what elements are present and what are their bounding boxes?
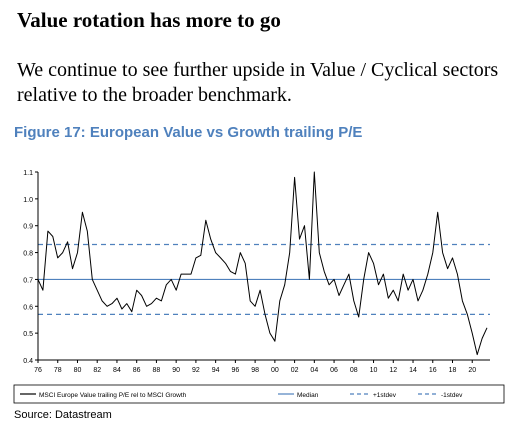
series-layer	[37, 171, 488, 356]
y-tick-label: 1.0	[23, 197, 33, 204]
y-tick-label: 0.9	[23, 224, 33, 231]
x-tick-label: 20	[468, 367, 476, 374]
section-heading: Value rotation has more to go	[17, 8, 281, 32]
x-tick-label: 90	[172, 367, 180, 374]
x-tick-label: 76	[34, 367, 42, 374]
y-tick-label: 1.1	[23, 170, 33, 177]
x-tick-label: 00	[271, 367, 279, 374]
x-tick-label: 06	[330, 367, 338, 374]
y-tick-label: 0.5	[23, 331, 33, 338]
x-tick-label: 10	[370, 367, 378, 374]
series-line-value-growth-pe	[37, 171, 488, 356]
x-tick-label: 96	[231, 367, 239, 374]
section-subtext: We continue to see further upside in Val…	[17, 59, 499, 106]
legend-box	[13, 384, 505, 404]
legend-item-median-label: Median	[297, 392, 319, 399]
x-tick-label: 16	[429, 367, 437, 374]
x-tick-label: 88	[153, 367, 161, 374]
x-tick-label: 12	[389, 367, 397, 374]
x-tick-label: 08	[350, 367, 358, 374]
x-tick-label: 18	[449, 367, 457, 374]
legend-item-main-series-label: MSCI Europe Value trailing P/E rel to MS…	[39, 392, 187, 399]
y-tick-label: 0.6	[23, 304, 33, 311]
x-tick-label: 04	[310, 367, 318, 374]
x-tick-label: 80	[74, 367, 82, 374]
x-tick-label: 78	[54, 367, 62, 374]
x-tick-label: 94	[212, 367, 220, 374]
figure-title: Figure 17: European Value vs Growth trai…	[14, 124, 363, 141]
chart-legend: MSCI Europe Value trailing P/E rel to MS…	[13, 384, 505, 404]
chart-axes: 1.1 1.0 0.9 0.8 0.7 0.6 0.5 0.476 78 80 82 84 86 88 90…	[23, 170, 490, 374]
y-tick-label: 0.4	[23, 358, 33, 365]
y-tick-label: 0.8	[23, 251, 33, 258]
x-tick-label: 92	[192, 367, 200, 374]
x-tick-label: 86	[133, 367, 141, 374]
x-tick-label: 14	[409, 367, 417, 374]
legend-item-plus-1stdev-label: +1stdev	[373, 392, 397, 399]
x-tick-label: 98	[251, 367, 259, 374]
x-tick-label: 84	[113, 367, 121, 374]
reference-lines	[38, 243, 490, 315]
value-growth-pe-chart: 1.1 1.0 0.9 0.8 0.7 0.6 0.5 0.476 78 80 82 84 86 88 90…	[13, 170, 505, 404]
y-tick-label: 0.7	[23, 277, 33, 284]
x-tick-label: 02	[291, 367, 299, 374]
legend-item-minus-1stdev-label: -1stdev	[441, 392, 463, 399]
x-tick-label: 82	[93, 367, 101, 374]
source-note: Source: Datastream	[14, 409, 112, 421]
